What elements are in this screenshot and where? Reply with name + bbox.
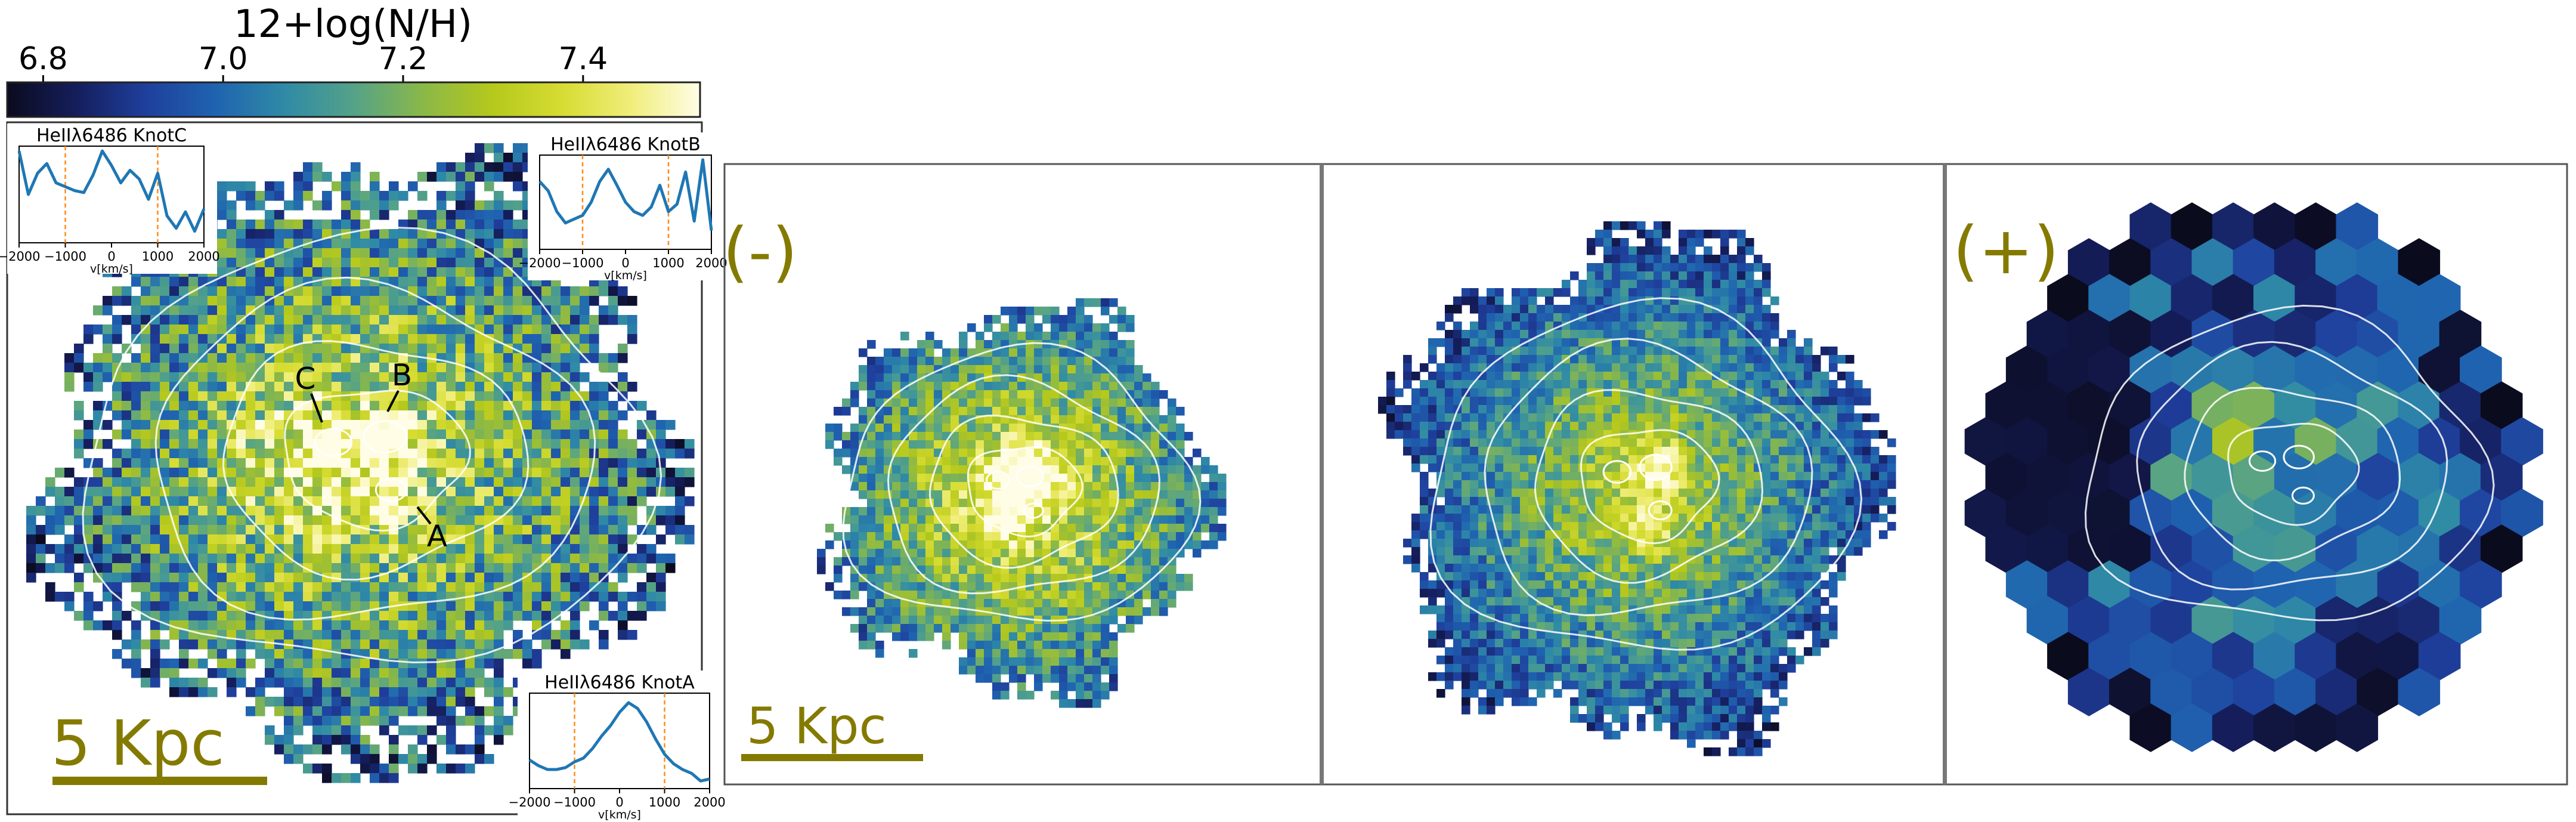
colorbar-tick-label: 7.2 bbox=[379, 41, 428, 77]
panel-minus-contours bbox=[842, 342, 1202, 622]
inset-knot-b: HeIIλ6486 KnotB −2000 −1000 0 1000 2000 v[km/s… bbox=[518, 132, 727, 282]
panel-separator-2 bbox=[1943, 164, 1947, 784]
colorbar-title: 12+log(N/H) bbox=[234, 2, 472, 47]
colorbar-bar bbox=[6, 81, 701, 118]
panel-minus: (-) 5 Kpc bbox=[723, 214, 1227, 761]
panel-plus-map bbox=[1964, 202, 2543, 752]
panel-plus: (+) bbox=[1953, 202, 2543, 752]
inset-xtick-label: −1000 bbox=[561, 256, 603, 270]
inset-xtick-label: 0 bbox=[621, 256, 629, 270]
inset-xlabel: v[km/s] bbox=[90, 262, 133, 276]
inset-xtick-label: 2000 bbox=[188, 249, 219, 264]
main-scale-bar: 5 Kpc bbox=[51, 707, 267, 785]
inset-xtick-label: 2000 bbox=[693, 795, 725, 809]
colorbar-tick-label: 7.4 bbox=[558, 41, 608, 77]
inset-xtick-label: 1000 bbox=[652, 256, 684, 270]
inset-series-line bbox=[538, 158, 713, 231]
main-scale-bar-label: 5 Kpc bbox=[51, 707, 225, 780]
panel-row-frame bbox=[723, 163, 2568, 786]
inset-knot-c: HeIIλ6486 KnotC −2000 −1000 0 1000 2000 v[km/s… bbox=[0, 123, 220, 276]
inset-xtick-label: 0 bbox=[107, 249, 115, 264]
knot-annotations: C B A bbox=[295, 358, 448, 554]
knot-label-b: B bbox=[392, 358, 412, 393]
inset-xtick-label: 1000 bbox=[142, 249, 174, 264]
main-scale-bar-line bbox=[52, 777, 267, 785]
colorbar-tick-label: 7.0 bbox=[199, 41, 248, 77]
panel-minus-label: (-) bbox=[723, 214, 798, 290]
main-contours bbox=[82, 226, 662, 664]
inset-xlabel: v[km/s] bbox=[604, 269, 647, 282]
inset-frame bbox=[18, 146, 205, 243]
inset-title: HeIIλ6486 KnotA bbox=[544, 672, 695, 693]
panel-minus-map bbox=[817, 298, 1227, 708]
panel-minus-scale-line bbox=[741, 754, 923, 761]
inset-xtick-label: −2000 bbox=[0, 249, 41, 264]
panel-plus-label: (+) bbox=[1953, 212, 2059, 289]
inset-title: HeIIλ6486 KnotC bbox=[36, 125, 187, 146]
inset-xlabel: v[km/s] bbox=[598, 808, 641, 821]
inset-knot-a: HeIIλ6486 KnotA −2000 −1000 0 1000 2000 v[km/s… bbox=[508, 670, 726, 821]
knot-label-c: C bbox=[295, 361, 316, 396]
knot-label-a: A bbox=[427, 519, 447, 554]
colorbar-ticks: 6.8 7.0 7.2 7.4 bbox=[18, 41, 608, 82]
main-map-panel: C B A 5 Kpc HeIIλ6486 KnotC−2000 −1000 0 10… bbox=[0, 121, 727, 821]
panel-separator-1 bbox=[1320, 164, 1324, 784]
inset-series-line bbox=[17, 149, 206, 233]
inset-title: HeIIλ6486 KnotB bbox=[550, 134, 701, 155]
inset-xtick-label: −2000 bbox=[518, 256, 561, 270]
inset-xtick-label: 2000 bbox=[695, 256, 727, 270]
inset-xtick-label: −1000 bbox=[44, 249, 86, 264]
panel-plus-contours bbox=[2084, 304, 2495, 622]
panel-row: (-) 5 Kpc (+) bbox=[723, 163, 2568, 786]
inset-frame bbox=[529, 693, 710, 789]
colorbar-tick-label: 6.8 bbox=[18, 41, 68, 77]
inset-xtick-label: −2000 bbox=[508, 795, 550, 809]
panel-minus-scale-label: 5 Kpc bbox=[747, 697, 887, 755]
inset-series-line bbox=[528, 701, 710, 783]
inset-xtick-label: 0 bbox=[615, 795, 623, 809]
panel-middle-contours bbox=[1429, 297, 1863, 651]
inset-xtick-label: −1000 bbox=[553, 795, 596, 809]
panel-middle bbox=[1378, 221, 1896, 756]
inset-xtick-label: 1000 bbox=[649, 795, 680, 809]
colorbar: 12+log(N/H) 6.8 7.0 7.2 7.4 bbox=[6, 2, 701, 118]
